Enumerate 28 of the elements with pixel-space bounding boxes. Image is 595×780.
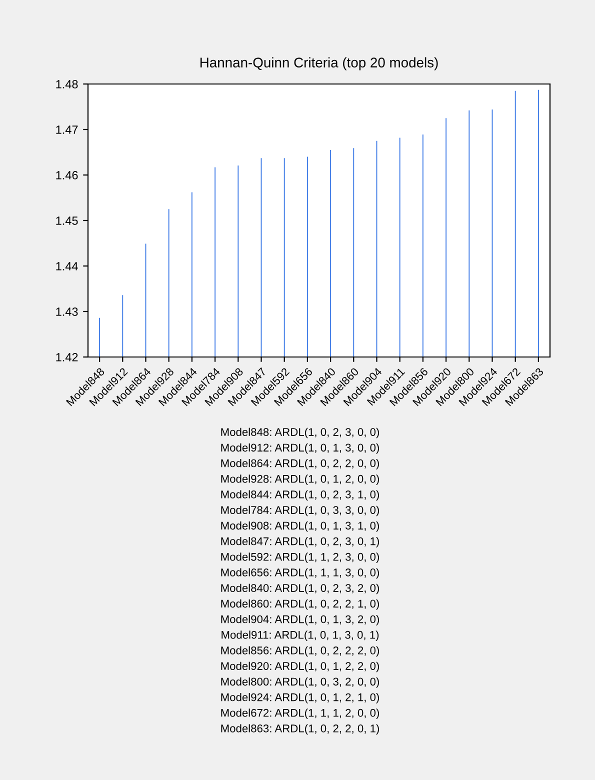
y-tick-label: 1.46 <box>56 171 78 180</box>
text: Model784: ARDL(1, 0, 3, 3, 0, 0) <box>221 506 379 516</box>
text: Model844: ARDL(1, 0, 2, 3, 1, 0) <box>221 490 379 501</box>
text: Model848: ARDL(1, 0, 2, 3, 0, 0) <box>221 428 379 438</box>
text: Model656: ARDL(1, 1, 1, 3, 0, 0) <box>221 568 379 579</box>
y-tick-label: 1.44 <box>56 262 78 270</box>
y-tick-label: 1.47 <box>56 126 78 134</box>
text: Model928: ARDL(1, 0, 1, 2, 0, 0) <box>221 474 379 485</box>
text: Model904: ARDL(1, 0, 1, 3, 2, 0) <box>221 615 379 626</box>
y-tick-label: 1.48 <box>56 80 78 88</box>
text: Model924: ARDL(1, 0, 1, 2, 1, 0) <box>221 693 379 704</box>
text: Model847: ARDL(1, 0, 2, 3, 0, 1) <box>221 537 379 548</box>
text: Model592: ARDL(1, 1, 2, 3, 0, 0) <box>221 552 379 563</box>
text: Model840: ARDL(1, 0, 2, 3, 2, 0) <box>221 584 379 594</box>
text: Model908: ARDL(1, 0, 1, 3, 1, 0) <box>221 521 379 532</box>
text: Model856: ARDL(1, 0, 2, 2, 2, 0) <box>221 646 379 657</box>
text: Model911: ARDL(1, 0, 1, 3, 0, 1) <box>222 630 379 641</box>
y-tick-label: 1.45 <box>56 216 78 225</box>
text: Model800: ARDL(1, 0, 3, 2, 0, 0) <box>221 677 379 688</box>
y-tick-label: 1.42 <box>56 353 78 362</box>
text: Model860: ARDL(1, 0, 2, 2, 1, 0) <box>221 599 379 610</box>
chart-title: Hannan-Quinn Criteria (top 20 models) <box>200 57 438 70</box>
text: Model863: ARDL(1, 0, 2, 2, 0, 1) <box>221 724 379 735</box>
text: Model864: ARDL(1, 0, 2, 2, 0, 0) <box>221 459 379 470</box>
text: Model672: ARDL(1, 1, 1, 2, 0, 0) <box>221 708 379 719</box>
y-tick-label: 1.43 <box>56 308 78 316</box>
text: Model912: ARDL(1, 0, 1, 3, 0, 0) <box>221 443 379 454</box>
text: Model920: ARDL(1, 0, 1, 2, 2, 0) <box>221 662 379 672</box>
